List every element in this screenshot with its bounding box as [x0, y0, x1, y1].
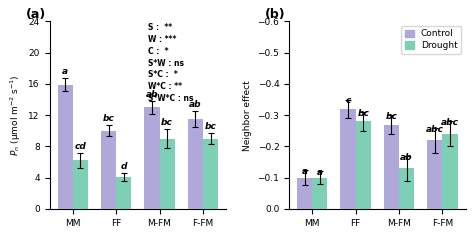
Bar	[399, 168, 414, 209]
Y-axis label: Neighbor effect: Neighbor effect	[243, 80, 252, 151]
Text: bc: bc	[357, 109, 369, 118]
Bar	[116, 177, 131, 209]
Text: ab: ab	[189, 100, 201, 109]
Text: ab: ab	[401, 153, 413, 162]
Text: bc: bc	[385, 112, 397, 121]
Text: a: a	[301, 167, 308, 176]
Bar	[312, 178, 328, 209]
Text: S :  **
W : ***
C :  *
S*W : ns
S*C :  *
W*C : **
S*W*C : ns: S : ** W : *** C : * S*W : ns S*C : * W*…	[148, 23, 194, 103]
Bar	[57, 85, 73, 209]
Text: abc: abc	[441, 118, 459, 127]
Bar	[442, 134, 457, 209]
Bar	[188, 119, 203, 209]
Text: a: a	[62, 67, 68, 76]
Text: (b): (b)	[265, 8, 285, 21]
Bar	[340, 109, 356, 209]
Bar	[203, 139, 218, 209]
Legend: Control, Drought: Control, Drought	[401, 26, 461, 54]
Y-axis label: $P_{n}$ (µmol m$^{-2}$ s$^{-1}$): $P_{n}$ (µmol m$^{-2}$ s$^{-1}$)	[9, 74, 23, 156]
Bar	[145, 107, 160, 209]
Text: bc: bc	[102, 114, 115, 123]
Text: ab: ab	[146, 90, 158, 99]
Bar	[73, 160, 88, 209]
Text: c: c	[346, 96, 351, 105]
Bar	[356, 121, 371, 209]
Text: d: d	[120, 162, 127, 171]
Text: a: a	[317, 168, 323, 177]
Text: bc: bc	[205, 122, 217, 131]
Text: cd: cd	[74, 142, 86, 151]
Text: (a): (a)	[26, 8, 46, 21]
Bar	[297, 178, 312, 209]
Bar	[427, 140, 442, 209]
Bar	[160, 139, 175, 209]
Text: bc: bc	[161, 118, 173, 127]
Bar	[101, 131, 116, 209]
Bar	[384, 125, 399, 209]
Text: abc: abc	[426, 125, 444, 134]
